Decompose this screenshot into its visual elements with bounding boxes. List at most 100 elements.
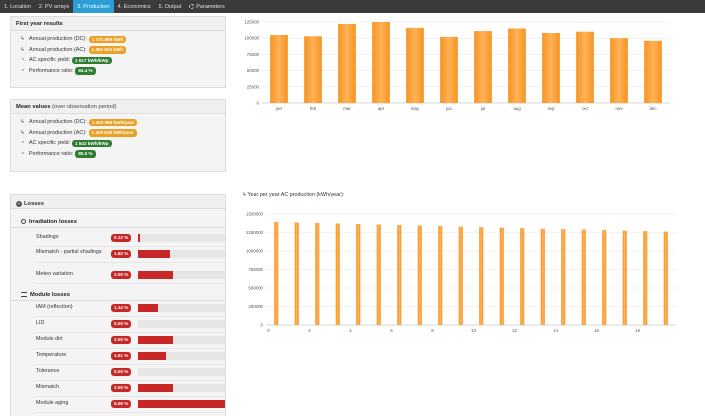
dc-production-row: ϟ Annual production (DC): 1 471 859 kWh [19, 34, 225, 45]
x-tick-label: 2 [308, 328, 311, 333]
value-badge: 84.4 % [75, 67, 96, 75]
loss-label: Mismatch [36, 384, 60, 390]
bar [338, 23, 356, 103]
panel-subtitle: (over observation period) [52, 104, 117, 110]
bar [356, 223, 361, 325]
specific-yield-row: ◔ AC specific yield: 1 617 kWh/kWp [19, 55, 225, 66]
y-tick-label: 750000 [248, 267, 263, 272]
tab-output[interactable]: 5. Output [155, 0, 186, 13]
tab-location[interactable]: 1. Location [0, 0, 35, 13]
loss-label: Module aging [36, 400, 69, 406]
row-divider [36, 332, 225, 333]
tab-production[interactable]: 3. Production [73, 0, 114, 13]
first-year-panel: First year results ϟ Annual production (D… [10, 16, 226, 88]
x-tick-label: 18 [635, 328, 640, 333]
row-divider [36, 316, 225, 317]
x-tick-label: oct [582, 106, 589, 111]
bar [406, 27, 424, 103]
x-tick-label: feb [310, 106, 317, 111]
bar [274, 221, 279, 325]
bolt-icon: ϟ [243, 192, 248, 198]
dashboard-icon: ◔ [20, 67, 25, 74]
x-tick-label: nov [615, 106, 623, 111]
bar [479, 227, 484, 325]
module-losses-header: Module losses [11, 289, 225, 301]
tab-label: 5. Output [158, 3, 182, 10]
monthly-production-chart: 0 25000 50000 75000 100000 125000 jan feb mar apr… [244, 20, 670, 111]
mean-values-title: Mean values (over observation period) [11, 100, 225, 114]
losses-panel: − Losses Irradiation losses Module losses… [10, 194, 226, 416]
x-tick-label: 4 [349, 328, 352, 333]
bar [474, 31, 492, 104]
bar [376, 224, 381, 325]
x-tick-label: 6 [390, 328, 393, 333]
value-badge: 1 542 kWh/kWp [72, 139, 112, 147]
row-divider [36, 246, 225, 247]
bar [581, 229, 586, 325]
loss-value-badge: 1.61 % [111, 352, 132, 360]
bolt-icon: ϟ [21, 46, 24, 53]
value-badge: 1 471 859 kWh [88, 35, 127, 43]
y-tick-label: 1250000 [246, 230, 264, 235]
loss-value-badge: 0.12 % [111, 234, 132, 242]
row-divider [36, 348, 225, 349]
y-tick-label: 75000 [247, 52, 260, 57]
y-tick-label: 125000 [244, 20, 259, 25]
row-label: Performance ratio: [29, 67, 74, 74]
value-badge: 1 403 999 kWh/year [88, 118, 137, 126]
x-tick-label: jan [275, 106, 282, 111]
tab-pv-arrays[interactable]: 2. PV arrays [35, 0, 73, 13]
tab-parameters[interactable]: Parameters [185, 0, 228, 13]
loss-bar-fill [138, 384, 173, 392]
bar [294, 222, 299, 325]
loss-bar-fill [138, 234, 140, 242]
bar [602, 230, 607, 325]
loss-bar-track [138, 400, 225, 408]
x-tick-label: dec [649, 106, 657, 111]
bar [643, 231, 648, 325]
bar [644, 40, 662, 103]
bar [315, 222, 320, 325]
bar [663, 231, 668, 325]
row-label: Performance ratio: [29, 150, 74, 157]
dashboard-icon: ◔ [20, 57, 25, 64]
loss-label: Module dirt [36, 336, 63, 342]
x-tick-label: jul [480, 106, 485, 111]
panel-title-text: Mean values [16, 104, 51, 110]
section-title: Module losses [30, 291, 70, 298]
value-badge: 1 392 934 kWh [88, 46, 126, 54]
losses-header[interactable]: − Losses [11, 195, 225, 209]
value-badge: 1 328 618 kWh/year [88, 129, 137, 137]
sun-icon [21, 219, 26, 224]
tab-economics[interactable]: 4. Economics [114, 0, 155, 13]
row-divider [36, 364, 225, 365]
x-tick-label: 14 [553, 328, 558, 333]
gear-icon [189, 4, 195, 9]
row-divider [36, 396, 225, 397]
loss-bar-track [138, 234, 225, 242]
x-tick-label: mar [343, 106, 351, 111]
loss-bar-track [138, 352, 225, 360]
module-icon [21, 292, 27, 297]
loss-value-badge: 0.00 % [111, 368, 132, 376]
loss-label: Meteo variation [36, 271, 73, 277]
section-title: Irradiation losses [29, 218, 78, 225]
dashboard-icon: ◔ [20, 150, 25, 157]
row-label: Annual production (AC): [29, 46, 87, 53]
collapse-icon[interactable]: − [16, 200, 22, 207]
bar [540, 228, 545, 325]
row-divider [36, 412, 225, 413]
tab-label: Parameters [196, 3, 225, 10]
bar [622, 230, 627, 325]
loss-value-badge: 5.09 % [111, 400, 132, 408]
performance-ratio-row: ◔ Performance ratio: 84.4 % [19, 66, 225, 77]
bar [438, 226, 443, 325]
loss-value-badge: 0.00 % [111, 320, 132, 328]
loss-bar-fill [138, 250, 171, 258]
loss-value-badge: 2.00 % [111, 271, 132, 279]
loss-bar-track [138, 250, 225, 258]
y-tick-label: 25000 [247, 84, 260, 89]
bolt-icon: ϟ [21, 36, 24, 43]
specific-yield-row: ◔ AC specific yield: 1 542 kWh/kWp [19, 138, 225, 149]
bar [508, 28, 526, 104]
